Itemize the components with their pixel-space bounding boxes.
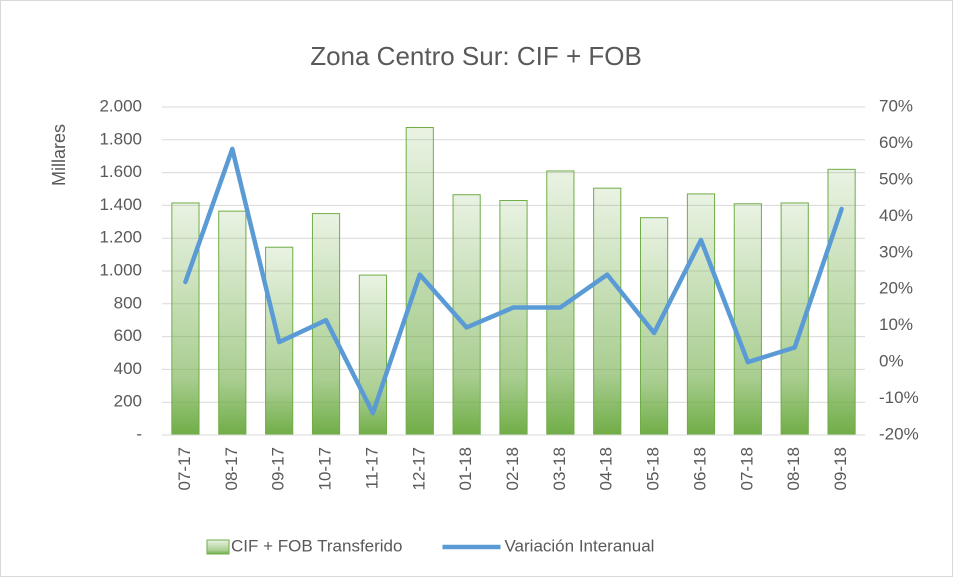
- x-tick-label: 08-18: [784, 447, 803, 490]
- y2-tick-label: 60%: [879, 133, 913, 152]
- y2-tick-label: -10%: [879, 388, 919, 407]
- x-tick-label: 04-18: [597, 447, 616, 490]
- chart-title: Zona Centro Sur: CIF + FOB: [310, 41, 642, 71]
- x-tick-label: 09-18: [831, 447, 850, 490]
- x-tick-label: 12-17: [409, 447, 428, 490]
- legend-label: CIF + FOB Transferido: [231, 536, 402, 555]
- y2-tick-label: 70%: [879, 96, 913, 115]
- x-tick-label: 08-17: [222, 447, 241, 490]
- y-tick-label: 400: [114, 359, 142, 378]
- x-tick-label: 05-18: [644, 447, 663, 490]
- x-tick-label: 01-18: [456, 447, 475, 490]
- y2-tick-label: 50%: [879, 169, 913, 188]
- bar: [499, 199, 528, 436]
- y2-tick-label: -20%: [879, 424, 919, 443]
- y2-tick-label: 40%: [879, 206, 913, 225]
- x-tick-label: 10-17: [316, 447, 335, 490]
- x-tick-label: 07-18: [737, 447, 756, 490]
- x-tick-label: 11-17: [362, 447, 381, 489]
- legend-swatch: [206, 539, 230, 555]
- x-tick-label: 03-18: [550, 447, 569, 490]
- bar: [218, 210, 247, 436]
- y-tick-label: 800: [114, 293, 142, 312]
- y2-tick-label: 30%: [879, 242, 913, 261]
- x-tick-label: 09-17: [269, 447, 288, 490]
- y-axis-title: Millares: [49, 124, 69, 186]
- bar: [686, 193, 716, 436]
- bar: [171, 202, 200, 436]
- bar: [593, 187, 622, 436]
- y-tick-label: 1.600: [99, 162, 142, 181]
- y2-tick-label: 0%: [879, 352, 904, 371]
- x-tick-label: 07-17: [175, 447, 194, 490]
- y-tick-label: 1.800: [99, 129, 142, 148]
- y2-tick-label: 10%: [879, 315, 913, 334]
- line: [183, 146, 844, 416]
- y-tick-label: 600: [114, 326, 142, 345]
- legend-label: Variación Interanual: [504, 536, 654, 555]
- y-tick-label: 1.400: [99, 195, 142, 214]
- x-tick-label: 02-18: [503, 447, 522, 490]
- bar: [733, 203, 762, 436]
- y-tick-label: -: [136, 424, 142, 443]
- y2-tick-label: 20%: [879, 279, 913, 298]
- x-tick-label: 06-18: [690, 447, 709, 490]
- bar: [640, 217, 669, 436]
- y-tick-label: 1.200: [99, 228, 142, 247]
- y-tick-label: 200: [114, 392, 142, 411]
- y-tick-label: 1.000: [99, 260, 142, 279]
- y-tick-label: 2.000: [99, 96, 142, 115]
